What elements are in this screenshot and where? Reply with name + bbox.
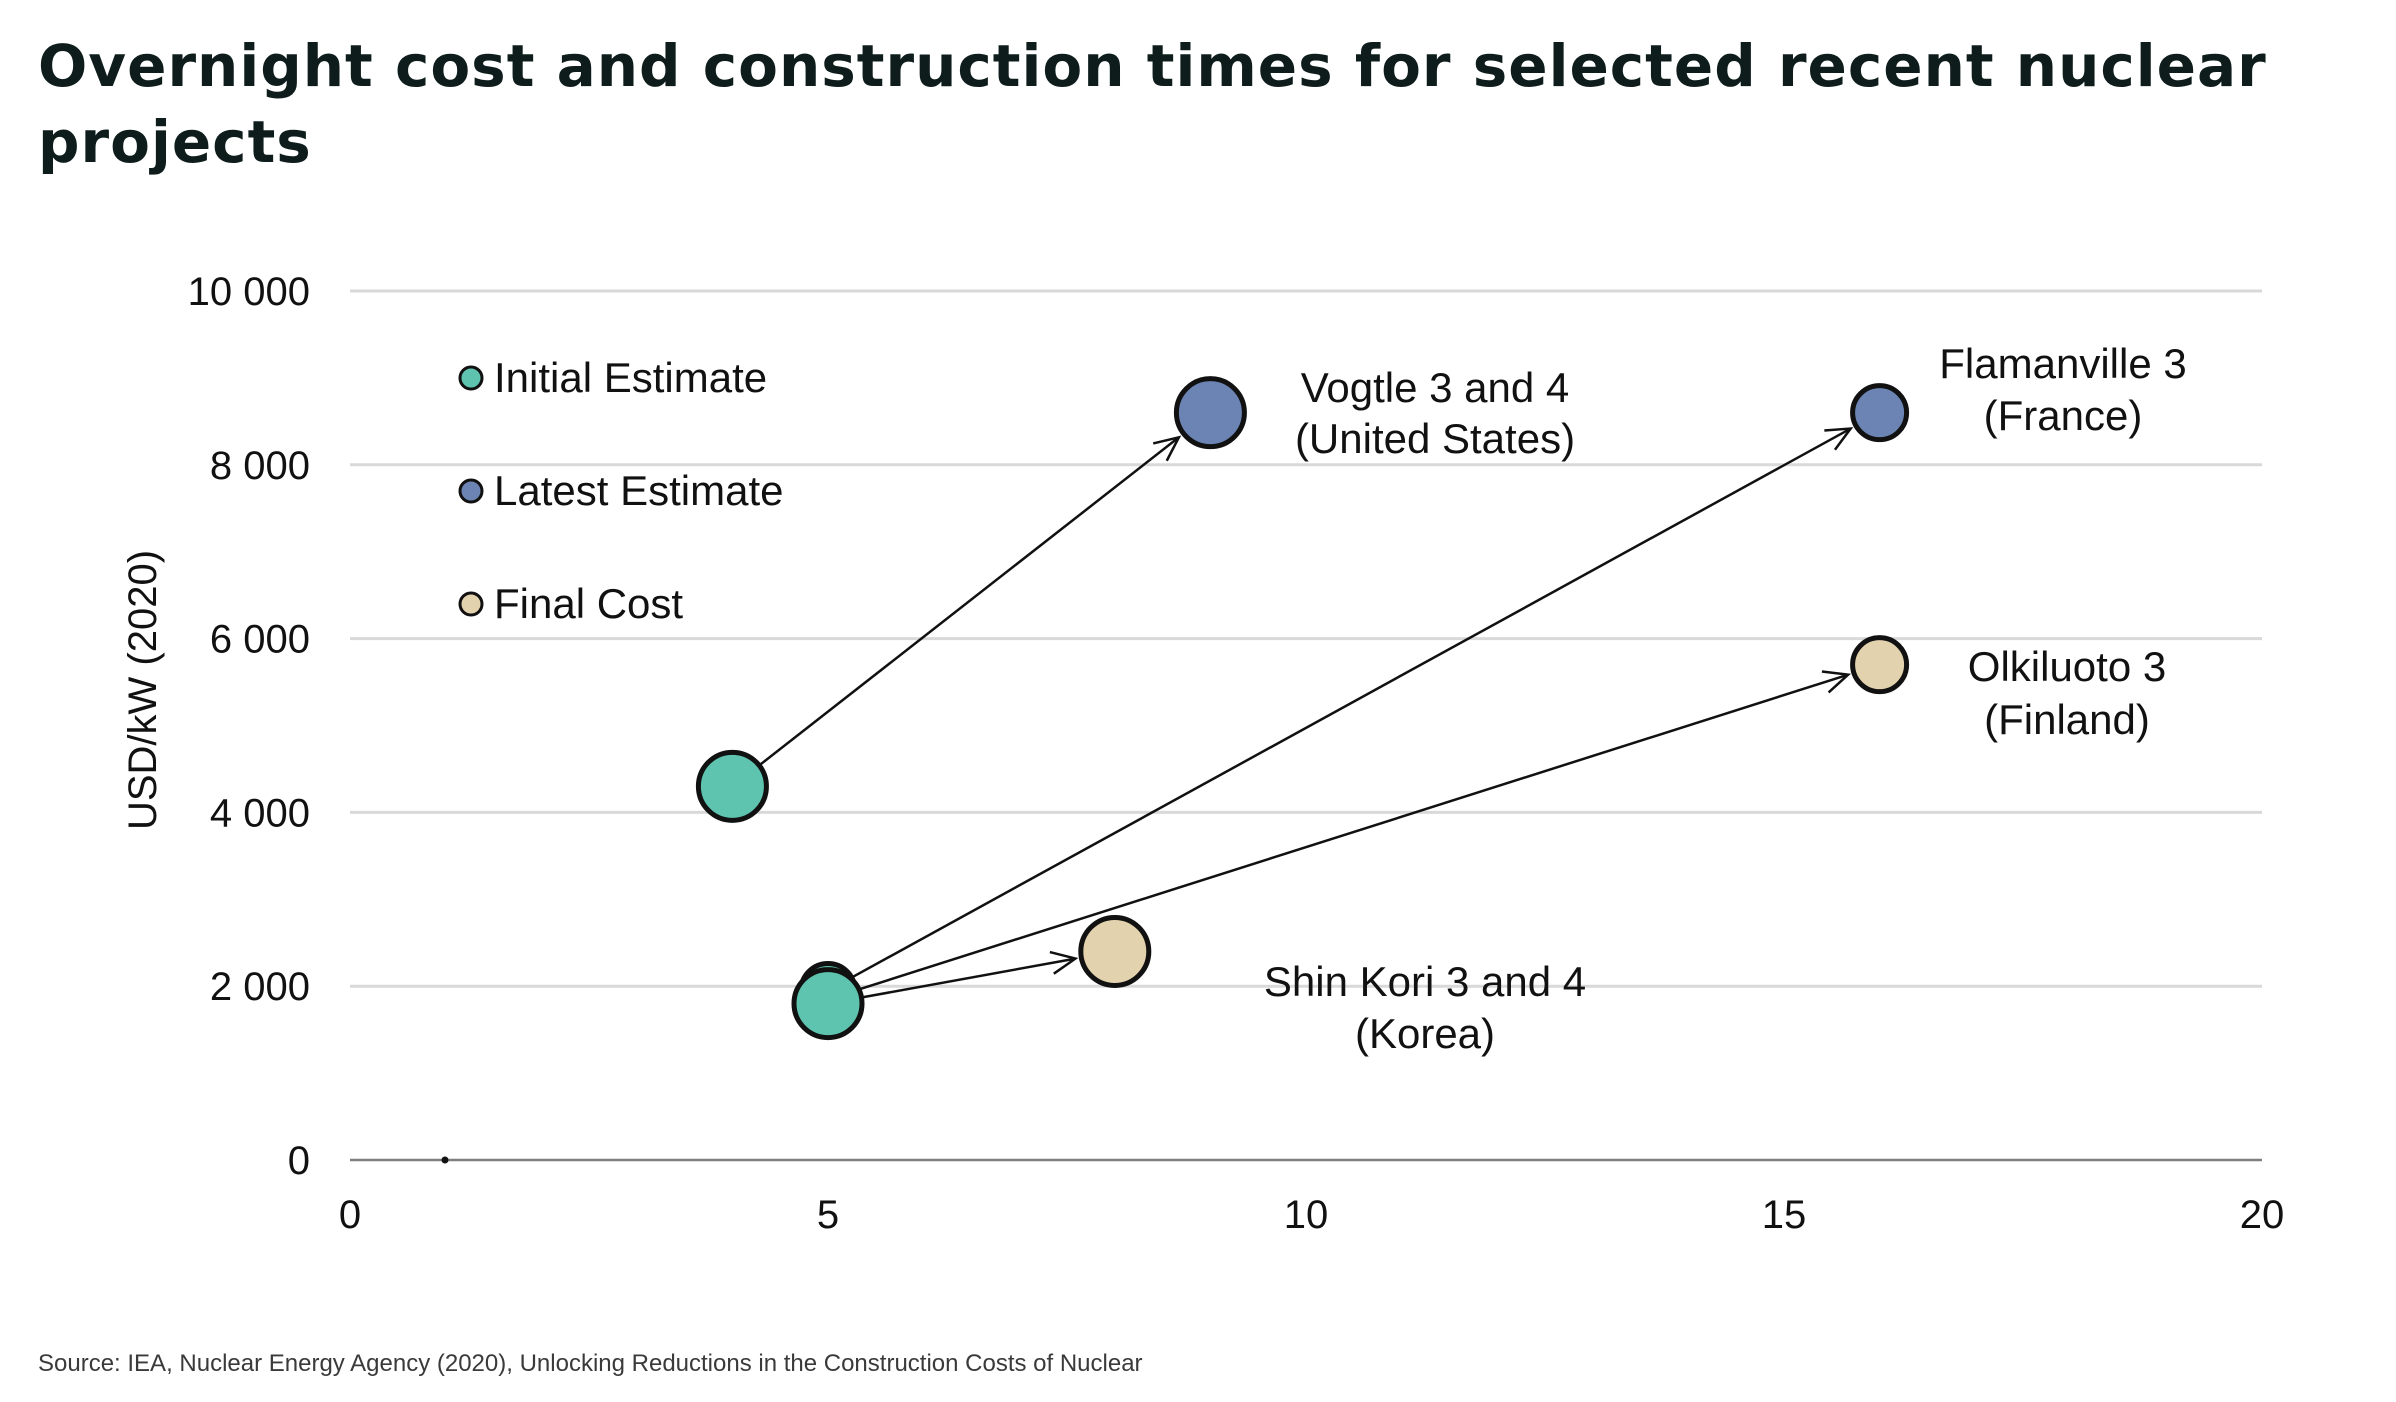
annotation-olkiluoto: Olkiluoto 3	[1968, 643, 2166, 690]
source-note: Source: IEA, Nuclear Energy Agency (2020…	[38, 1350, 1143, 1377]
point-olkiluoto-final	[1850, 635, 1910, 695]
y-axis-label: USD/kW (2020)	[121, 550, 165, 830]
y-tick-label: 0	[288, 1139, 310, 1183]
arrow-shinkori	[863, 950, 1079, 999]
legend-label-latest: Latest Estimate	[494, 467, 783, 514]
legend-marker-final	[458, 591, 484, 617]
x-tick-label: 10	[1284, 1193, 1329, 1237]
point-shinkori-final	[1078, 914, 1152, 988]
y-tick-label: 4 000	[210, 791, 310, 835]
y-tick-label: 6 000	[210, 618, 310, 662]
annotation-vogtle: Vogtle 3 and 4	[1301, 364, 1570, 411]
arrow-flamanville	[852, 427, 1854, 978]
annotation-shinkori: Shin Kori 3 and 4	[1264, 958, 1586, 1005]
x-tick-label: 5	[817, 1193, 839, 1237]
arrows	[759, 427, 1854, 999]
legend-label-final: Final Cost	[494, 580, 683, 627]
point-vogtle-initial	[695, 749, 769, 823]
y-tick-label: 2 000	[210, 965, 310, 1009]
x-tick-label: 20	[2240, 1193, 2285, 1237]
legend-marker-latest	[458, 478, 484, 504]
x-tick-label: 15	[1762, 1193, 1807, 1237]
gridlines	[350, 289, 2262, 988]
legend-label-initial: Initial Estimate	[494, 354, 767, 401]
arrow-olkiluoto	[855, 670, 1852, 992]
annotation-flamanville: (France)	[1984, 392, 2143, 439]
scatter-chart: 0 2 000 4 000 6 000 8 000 10 000 0 5 10 15 20 Vogt…	[121, 270, 2285, 1237]
annotations: Vogtle 3 and 4(United States) Flamanville…	[1264, 340, 2187, 1057]
x-tick-label: 0	[339, 1193, 361, 1237]
chart-title: Overnight cost and construction times fo…	[38, 32, 2267, 176]
y-tick-label: 8 000	[210, 444, 310, 488]
point-vogtle-latest	[1173, 376, 1247, 450]
point-flamanville-latest	[1850, 383, 1910, 443]
annotation-vogtle: (United States)	[1295, 415, 1575, 462]
y-tick-label: 10 000	[188, 270, 310, 314]
point-shinkori-initial	[791, 967, 865, 1041]
annotation-shinkori: (Korea)	[1355, 1010, 1495, 1057]
annotation-olkiluoto: (Finland)	[1984, 696, 2150, 743]
annotation-flamanville: Flamanville 3	[1939, 340, 2186, 387]
origin-dot	[441, 1156, 449, 1164]
legend: Initial Estimate Latest Estimate Final Cos…	[458, 354, 783, 627]
data-points	[695, 376, 1910, 1041]
axes: 0 2 000 4 000 6 000 8 000 10 000 0 5 10 15 20	[188, 270, 2285, 1237]
legend-marker-initial	[458, 365, 484, 391]
arrow-vogtle	[759, 435, 1182, 766]
